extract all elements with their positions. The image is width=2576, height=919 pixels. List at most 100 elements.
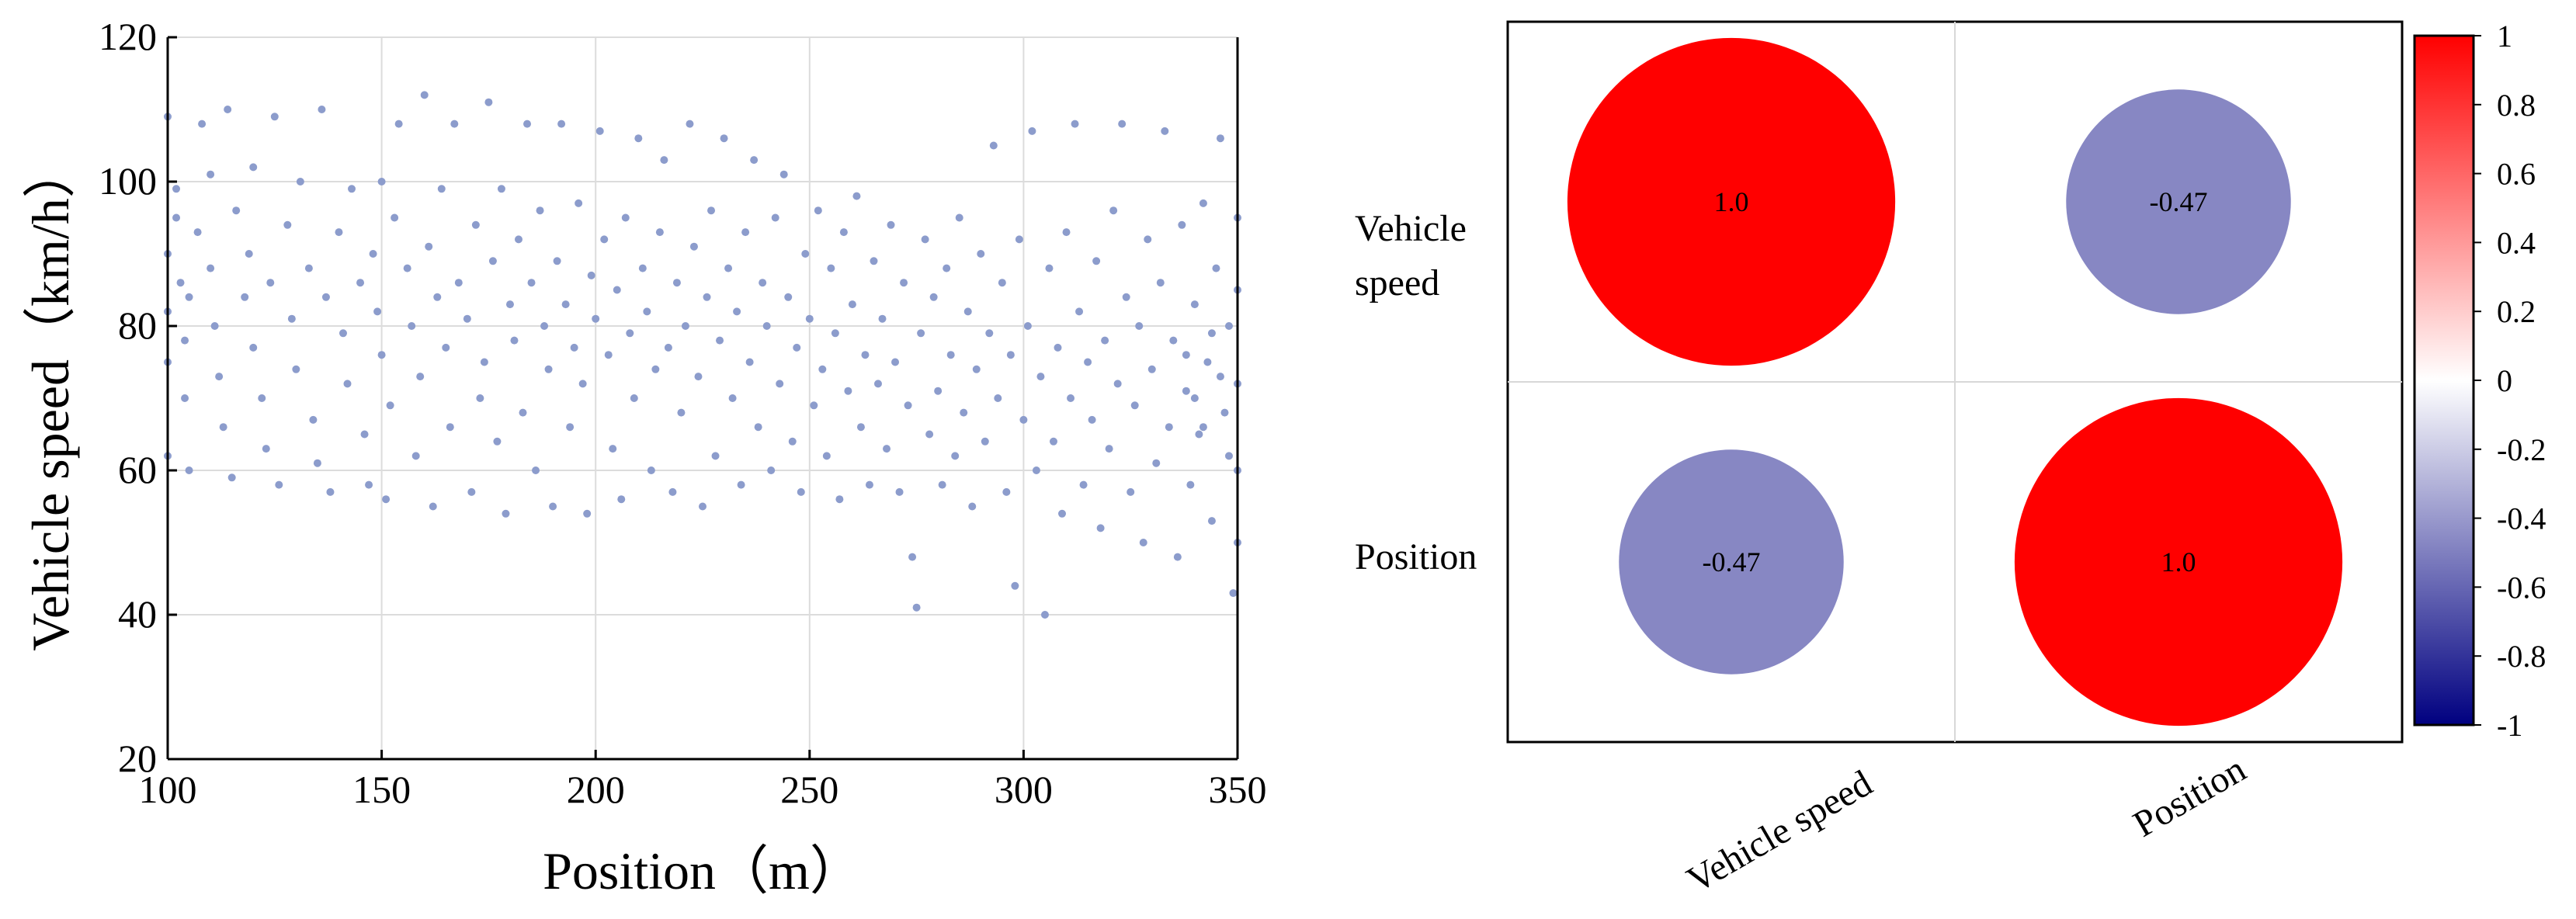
scatter-point-110 [638,264,647,272]
scatter-point-202 [1032,466,1040,474]
scatter-point-125 [703,293,711,301]
scatter-point-86 [536,206,544,215]
scatter-point-178 [929,293,938,301]
scatter-point-155 [831,329,839,338]
scatter-point-92 [561,300,570,309]
scatter-point-143 [779,170,788,179]
scatter-point-130 [724,264,733,272]
scatter-point-197 [1011,581,1019,590]
scatter-point-147 [797,487,805,496]
scatter-point-81 [514,235,522,244]
corr-value-1-0: -0.47 [1703,546,1761,577]
scatter-point-136 [750,156,759,165]
scatter-point-139 [762,322,771,330]
scatter-point-244 [1212,264,1220,272]
scatter-point-171 [900,279,908,287]
scatter-point-142 [776,380,784,388]
scatter-point-33 [292,365,300,373]
scatter-point-102 [604,351,613,359]
scatter-point-170 [895,487,904,496]
scatter-point-245 [1216,134,1224,143]
scatter-point-52 [382,495,391,504]
scatter-point-138 [759,279,767,287]
scatter-point-46 [360,430,369,439]
scatter-point-164 [870,257,878,265]
scatter-point-144 [784,293,793,301]
scatter-point-159 [848,300,856,309]
scatter-point-96 [578,380,587,388]
scatter-point-158 [844,387,852,395]
scatter-point-184 [955,213,963,222]
scatter-point-79 [505,300,514,309]
scatter-point-101 [600,235,609,244]
scatter-point-141 [771,213,779,222]
scatter-point-161 [856,423,865,432]
colorbar-tick-label-8: -0.6 [2497,570,2546,605]
scatter-point-77 [497,185,505,193]
scatter-point-111 [643,307,651,316]
scatter-point-59 [416,373,425,381]
scatter-point-169 [891,358,900,366]
scatter-point-55 [394,120,403,128]
scatter-point-99 [592,314,600,323]
scatter-point-50 [377,351,386,359]
scatter-point-241 [1199,199,1207,207]
scatter-point-54 [391,213,399,222]
scatter-point-25 [249,163,258,172]
scatter-point-203 [1036,373,1045,381]
scatter-point-181 [943,264,951,272]
scatter-point-21 [232,206,241,215]
scatter-point-120 [681,322,689,330]
scatter-point-211 [1071,120,1079,128]
scatter-point-242 [1203,358,1212,366]
scatter-point-124 [699,502,706,511]
scatter-point-233 [1165,423,1173,432]
scatter-chart: 100 150 200 250 300 350 20 40 60 80 100 120 Positio… [21,15,1267,900]
scatter-y-tick-label-20: 20 [118,737,157,780]
scatter-point-93 [566,423,575,432]
colorbar-tick-label-7: -0.4 [2497,501,2546,536]
scatter-point-132 [733,307,741,316]
scatter-point-51 [377,178,386,186]
scatter-point-162 [861,351,870,359]
corr-circle-0-1 [2066,89,2291,314]
scatter-point-91 [557,120,566,128]
corr-circle-1-1 [2014,397,2343,727]
scatter-point-195 [1002,487,1011,496]
scatter-point-156 [835,495,844,504]
scatter-point-223 [1122,293,1130,301]
scatter-point-87 [540,322,549,330]
scatter-y-tick-label-40: 40 [118,592,157,636]
scatter-point-174 [912,603,921,612]
scatter-point-30 [275,480,283,489]
scatter-point-13 [198,120,207,128]
scatter-point-152 [818,365,827,373]
scatter-point-19 [224,106,232,113]
corr-circle-0-0 [1567,37,1896,366]
scatter-point-39 [321,293,330,301]
scatter-point-76 [493,437,502,446]
scatter-point-49 [373,307,382,316]
scatter-point-232 [1161,127,1169,135]
colorbar [2413,34,2475,727]
colorbar-tick-label-1: 0.8 [2497,88,2536,123]
scatter-point-167 [883,445,891,453]
scatter-point-207 [1054,343,1062,352]
scatter-point-12 [193,228,202,237]
scatter-point-226 [1135,322,1144,330]
scatter-point-230 [1152,459,1161,467]
scatter-point-105 [617,495,626,504]
scatter-point-26 [258,394,266,402]
scatter-point-183 [951,452,960,460]
scatter-point-219 [1105,445,1113,453]
scatter-point-177 [925,430,934,439]
scatter-point-70 [467,487,476,496]
scatter-x-tick-label-300: 300 [995,768,1053,811]
scatter-point-148 [801,250,810,258]
corr-circle-1-0 [1619,449,1844,675]
scatter-point-126 [707,206,716,215]
scatter-point-85 [532,466,540,474]
scatter-point-214 [1084,358,1092,366]
scatter-point-38 [318,106,326,113]
